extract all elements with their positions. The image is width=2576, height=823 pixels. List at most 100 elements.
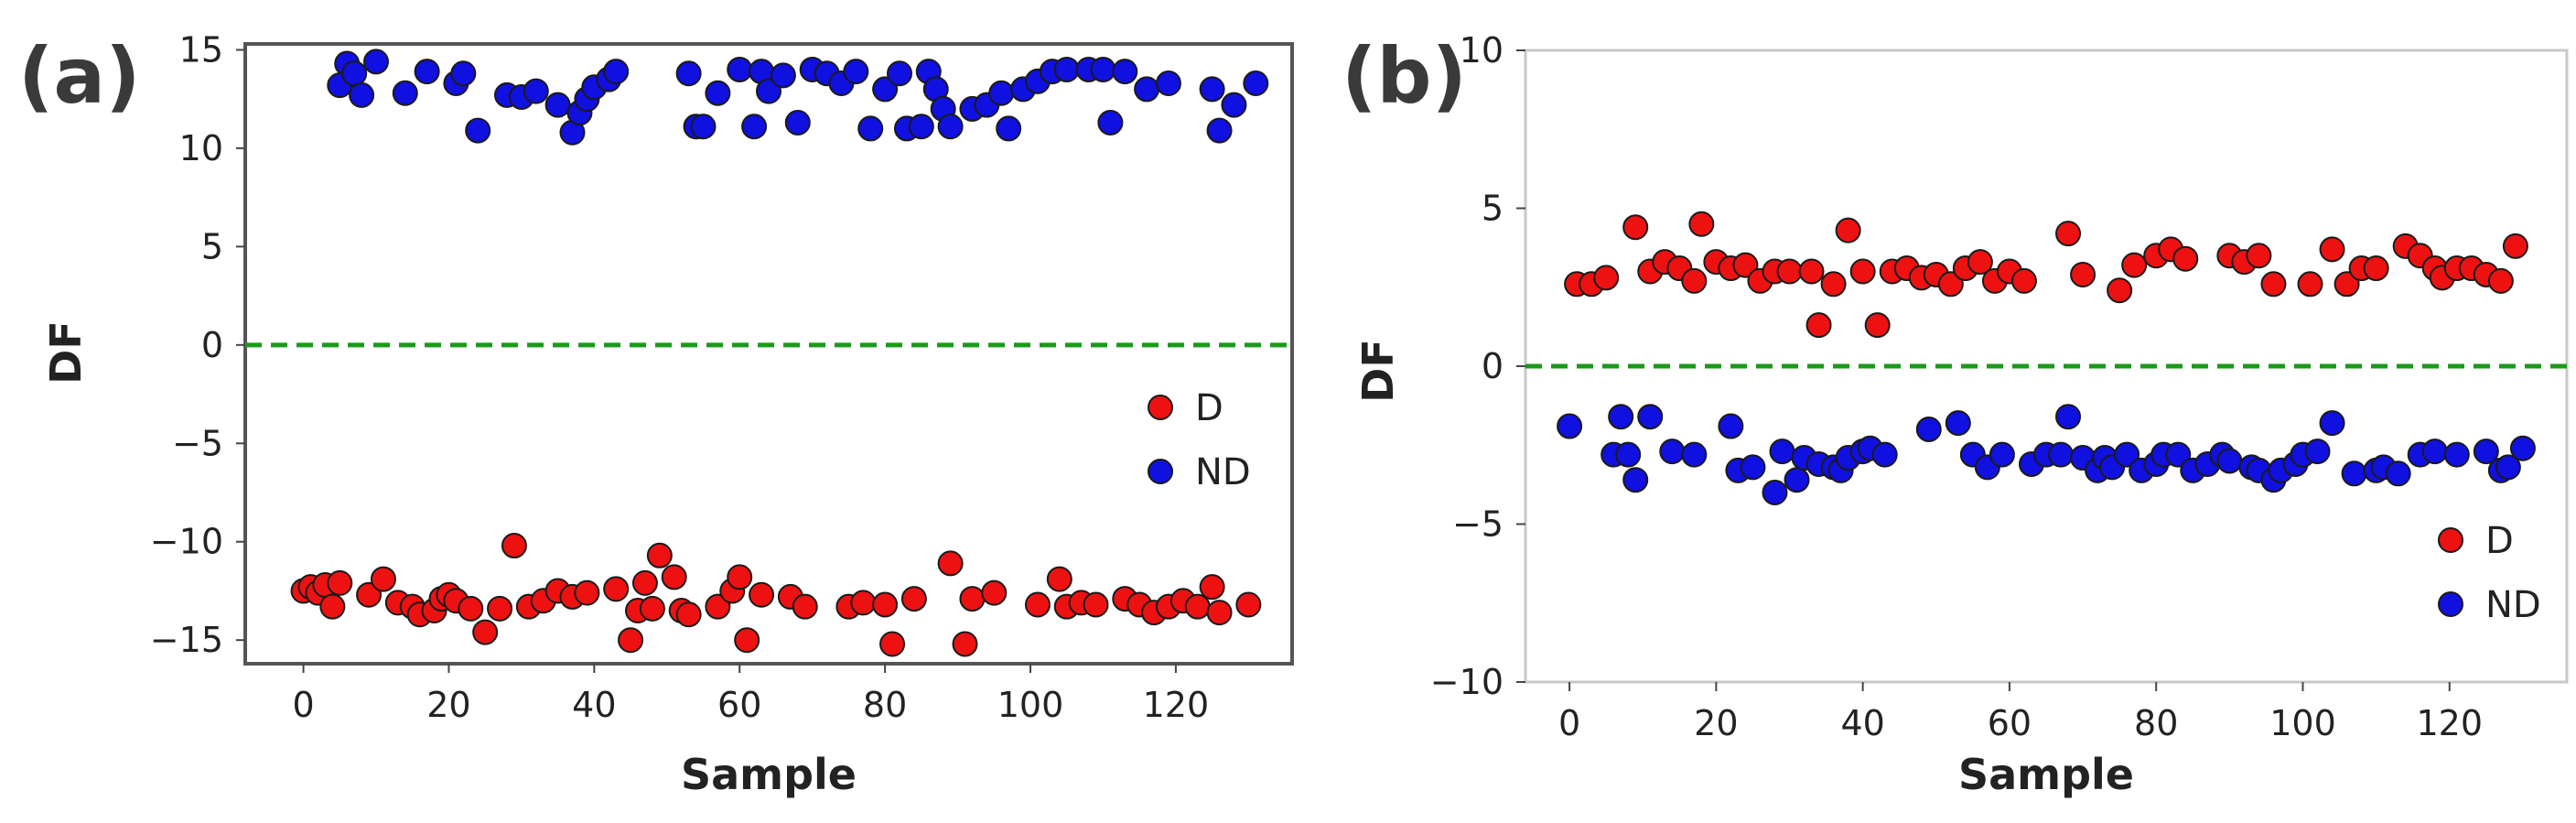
chart-a-point-nd <box>1206 117 1233 144</box>
chart-a-x-tick-label: 120 <box>1143 685 1210 725</box>
chart-a-point-nd <box>1134 76 1160 103</box>
chart-a-point-d <box>574 579 600 606</box>
chart-a-point-d <box>603 576 630 602</box>
chart-b-point-nd <box>1762 480 1788 505</box>
chart-b-x-tick-label: 60 <box>1988 703 2032 743</box>
chart-b-point-nd <box>2055 404 2082 430</box>
chart-b-point-nd <box>1608 404 1634 430</box>
chart-a-point-nd <box>544 92 571 118</box>
chart-a-point-d <box>705 593 731 620</box>
chart-b-point-nd <box>1915 417 1942 442</box>
chart-a-point-d <box>1083 591 1109 618</box>
chart-b-point-nd <box>1769 439 1795 465</box>
chart-b-point-d <box>1820 271 1847 298</box>
chart-panel-a: (a) 0 20 40 60 80 100 120 −15 −10 −5 0 5 10 15 Sample DF… <box>18 29 1294 799</box>
chart-b-point-d <box>2319 236 2345 263</box>
chart-a-point-nd <box>1221 92 1247 118</box>
chart-a-point-d <box>1184 593 1211 620</box>
chart-a-point-nd <box>675 60 702 87</box>
chart-b-point-d <box>1967 249 1993 276</box>
chart-b-point-d <box>1864 312 1891 339</box>
chart-b-point-d <box>1849 258 1876 285</box>
chart-a-point-d <box>356 581 383 608</box>
chart-a-legend-label-d: D <box>1195 387 1223 429</box>
chart-a-point-nd <box>603 59 630 85</box>
chart-b-point-nd <box>1637 404 1664 430</box>
chart-a-point-d <box>501 533 527 559</box>
chart-b-x-axis-title: Sample <box>1958 750 2134 799</box>
chart-a-point-nd <box>857 115 884 142</box>
chart-a-point-d <box>792 593 818 620</box>
chart-a-x-tick-label: 80 <box>863 685 907 725</box>
chart-a-y-tick-label: 15 <box>179 29 223 70</box>
chart-b-y-axis-title: DF <box>1353 339 1403 403</box>
chart-b-point-nd <box>1681 441 1708 468</box>
chart-a-point-d <box>370 566 396 592</box>
chart-a-y-tick-label: −5 <box>172 423 223 463</box>
chart-b-point-d <box>1798 258 1825 285</box>
chart-a-legend-marker-nd <box>1148 459 1173 484</box>
chart-a-y-axis-title: DF <box>41 320 91 384</box>
chart-panel-b: (b) 0 20 40 60 80 100 120 −10 −5 0 5 10 Sample DF D ND <box>1336 0 2576 823</box>
chart-a-point-nd <box>363 49 389 75</box>
chart-b-point-d <box>2010 267 2037 294</box>
chart-a-x-tick-label: 60 <box>717 685 761 725</box>
chart-a-point-d <box>458 595 484 622</box>
chart-a-point-nd <box>756 78 781 104</box>
chart-a-point-d <box>959 586 986 612</box>
chart-a-point-d <box>618 627 644 654</box>
chart-b-point-nd <box>2385 460 2411 487</box>
chart-a-point-d <box>646 542 673 569</box>
chart-a-point-nd <box>887 60 912 87</box>
chart-a-point-nd <box>349 81 375 108</box>
chart-a-point-d <box>1235 591 1262 618</box>
chart-a-point-d <box>327 569 353 596</box>
chart-b-point-nd <box>2473 439 2499 465</box>
chart-a-x-tick-label: 100 <box>997 685 1064 725</box>
chart-a-point-nd <box>705 80 731 106</box>
chart-a-point-d <box>675 601 702 628</box>
chart-b-point-nd <box>1557 413 1583 439</box>
chart-b-point-d <box>2172 245 2199 272</box>
chart-a-y-tick-label: 10 <box>179 128 223 168</box>
chart-b-y-tick-label: −5 <box>1452 504 1504 545</box>
chart-a-point-nd <box>1155 70 1181 96</box>
chart-b-y-tick-label: 0 <box>1482 346 1504 386</box>
chart-b-legend-marker-nd <box>2438 591 2463 617</box>
chart-b-point-d <box>1688 211 1715 237</box>
chart-b-x-tick-label: 120 <box>2417 703 2484 743</box>
chart-a-point-d <box>487 595 513 622</box>
chart-b-point-nd <box>1740 454 1766 481</box>
chart-a-point-nd <box>770 62 796 89</box>
chart-b-point-nd <box>2421 439 2448 465</box>
chart-b-point-d <box>1732 252 1759 278</box>
chart-b-point-d <box>2070 261 2096 287</box>
chart-b-point-nd <box>2048 441 2075 468</box>
chart-b-point-d <box>2297 271 2323 298</box>
chart-a-point-d <box>639 595 665 622</box>
chart-b-point-d <box>1776 258 1803 285</box>
chart-b-point-nd <box>2304 439 2331 465</box>
chart-a-point-d <box>952 631 978 657</box>
chart-b-point-d <box>1835 217 1861 244</box>
chart-a-svg: (a) 0 20 40 60 80 100 120 −15 −10 −5 0 5 10 15 Sample DF… <box>18 29 1294 799</box>
chart-b-point-nd <box>2216 448 2243 474</box>
chart-b-legend-label-d: D <box>2485 520 2514 562</box>
chart-a-point-d <box>631 569 658 596</box>
chart-b-point-d <box>2487 267 2514 294</box>
chart-a-x-axis-title: Sample <box>681 750 857 799</box>
chart-b-point-d <box>1593 265 1620 291</box>
chart-a-y-tick-label: −15 <box>150 620 223 660</box>
chart-a-x-tick-label: 20 <box>426 685 470 725</box>
chart-b-point-d <box>2502 233 2528 259</box>
chart-b-point-d <box>1805 312 1832 339</box>
chart-a-point-nd <box>450 60 477 87</box>
chart-a-point-nd <box>1243 70 1269 96</box>
chart-a-point-nd <box>1053 56 1080 82</box>
chart-b-point-nd <box>2165 441 2192 468</box>
chart-a-y-tick-label: 5 <box>201 226 223 266</box>
chart-b-point-nd <box>1945 410 1971 437</box>
chart-b-point-d <box>1622 214 1649 241</box>
chart-b-y-tick-label: −10 <box>1430 662 1504 702</box>
chart-b-point-nd <box>1615 441 1642 468</box>
